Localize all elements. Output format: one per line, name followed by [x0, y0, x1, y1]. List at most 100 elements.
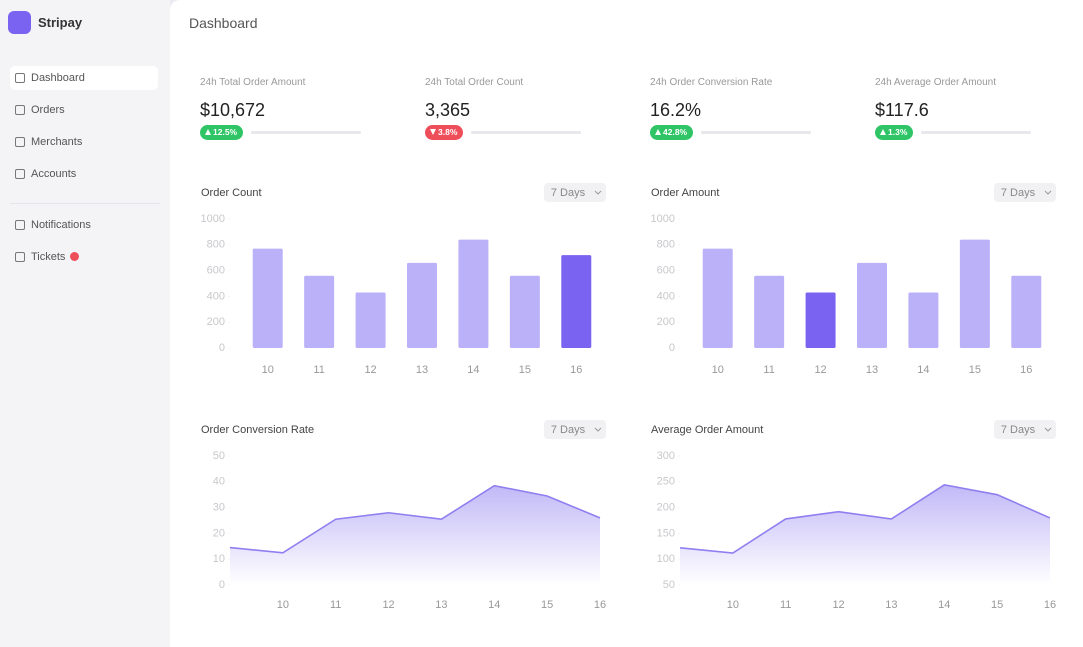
bar — [857, 262, 887, 348]
y-tick-label: 400 — [207, 290, 225, 302]
x-tick-label: 10 — [727, 599, 739, 611]
y-tick-label: 10 — [213, 553, 225, 565]
x-tick-label: 12 — [814, 364, 826, 376]
area-line — [229, 484, 601, 554]
x-tick-label: 14 — [917, 364, 929, 376]
main: Dashboard 24h Total Order Amount $10,672 1… — [170, 0, 1083, 647]
stat-value: $117.6 — [875, 100, 929, 120]
y-tick-label: 1000 — [201, 213, 225, 225]
nav-item[interactable]: Accounts — [10, 162, 158, 186]
chart-title: Order Conversion Rate — [201, 424, 314, 436]
range-label: 7 Days — [551, 187, 586, 199]
x-tick-label: 10 — [712, 364, 724, 376]
stat-change: 42.8% — [650, 125, 694, 140]
bar — [355, 292, 386, 348]
x-tick-label: 13 — [435, 599, 447, 611]
stat-note — [251, 131, 361, 134]
area-line — [679, 484, 1051, 554]
range-dropdown[interactable] — [994, 183, 1056, 202]
y-tick-label: 0 — [219, 342, 225, 354]
dropdown-caret — [1044, 427, 1052, 432]
nav-item[interactable]: Merchants — [10, 130, 158, 154]
nav-icon — [15, 105, 25, 115]
stat-value: 16.2% — [650, 100, 702, 120]
y-tick-label: 50 — [663, 579, 675, 591]
bar — [561, 255, 592, 348]
y-tick-label: 30 — [213, 502, 225, 514]
range-dropdown[interactable] — [994, 420, 1056, 439]
x-tick-label: 15 — [991, 599, 1003, 611]
bar — [702, 248, 733, 348]
y-tick-label: 200 — [207, 316, 225, 328]
dropdown-caret — [594, 427, 602, 432]
x-tick-label: 14 — [488, 599, 500, 611]
nav-icon — [15, 220, 25, 230]
y-tick-label: 20 — [213, 527, 225, 539]
nav-label: Notifications — [31, 219, 91, 231]
nav-label: Merchants — [31, 136, 83, 148]
bar — [754, 275, 785, 348]
bar — [959, 239, 990, 348]
chart-title: Order Count — [201, 187, 262, 199]
x-tick-label: 16 — [570, 364, 582, 376]
x-tick-label: 16 — [1044, 599, 1056, 611]
stat-change: 3.8% — [425, 125, 464, 140]
range-label: 7 Days — [1001, 187, 1036, 199]
page-title: Dashboard — [189, 15, 258, 31]
stat-label: 24h Total Order Amount — [200, 77, 306, 88]
x-tick-label: 12 — [832, 599, 844, 611]
nav-item[interactable]: Dashboard — [10, 66, 158, 90]
nav-label: Tickets — [31, 251, 66, 263]
brand: Stripay — [38, 15, 83, 30]
stat-card: 24h Total Order Count 3,365 3.8% — [425, 65, 630, 155]
y-tick-label: 300 — [657, 450, 675, 462]
x-tick-label: 10 — [277, 599, 289, 611]
nav-icon — [15, 73, 25, 83]
bar — [509, 275, 540, 348]
bar — [908, 292, 939, 348]
y-tick-label: 200 — [657, 316, 675, 328]
range-dropdown[interactable] — [544, 420, 606, 439]
x-tick-label: 11 — [330, 599, 341, 611]
chart: Order Conversion Rate 7 Days 0 10 20 30 40 50 10… — [201, 420, 606, 611]
x-tick-label: 13 — [885, 599, 897, 611]
stat-note — [921, 131, 1031, 134]
y-tick-label: 0 — [669, 342, 675, 354]
stat-note — [701, 131, 811, 134]
stat-value: 3,365 — [425, 100, 471, 120]
y-tick-label: 400 — [657, 290, 675, 302]
x-tick-label: 10 — [262, 364, 274, 376]
bar — [304, 275, 335, 348]
y-tick-label: 600 — [657, 265, 675, 277]
logo — [8, 11, 31, 34]
x-tick-label: 11 — [313, 364, 324, 376]
y-tick-label: 600 — [207, 265, 225, 277]
area-fill — [230, 485, 600, 585]
x-tick-label: 11 — [763, 364, 774, 376]
x-tick-label: 12 — [364, 364, 376, 376]
divider — [10, 203, 160, 204]
stat-change: 1.3% — [875, 125, 914, 140]
range-dropdown[interactable] — [544, 183, 606, 202]
x-tick-label: 12 — [382, 599, 394, 611]
nav-item[interactable]: Tickets — [10, 245, 158, 269]
stat-change: 12.5% — [200, 125, 244, 140]
stat-value: $10,672 — [200, 100, 266, 120]
stat-card: 24h Order Conversion Rate 16.2% 42.8% — [650, 65, 855, 155]
dropdown-caret — [1044, 190, 1052, 195]
x-tick-label: 14 — [467, 364, 479, 376]
chart-title: Average Order Amount — [651, 424, 763, 436]
chart: Order Amount 7 Days 0 200 400 600 800 1000 10 11 1… — [651, 183, 1056, 376]
range-label: 7 Days — [1001, 424, 1036, 436]
bar — [805, 292, 836, 348]
x-tick-label: 11 — [780, 599, 791, 611]
stat-label: 24h Total Order Count — [425, 77, 524, 88]
nav-item[interactable]: Notifications — [10, 213, 158, 237]
x-tick-label: 16 — [594, 599, 606, 611]
stat-card: 24h Average Order Amount $117.6 1.3% — [875, 65, 1080, 155]
bar — [407, 262, 437, 348]
area-fill — [680, 484, 1050, 585]
chart-title: Order Amount — [651, 187, 719, 199]
nav-item[interactable]: Orders — [10, 98, 158, 122]
